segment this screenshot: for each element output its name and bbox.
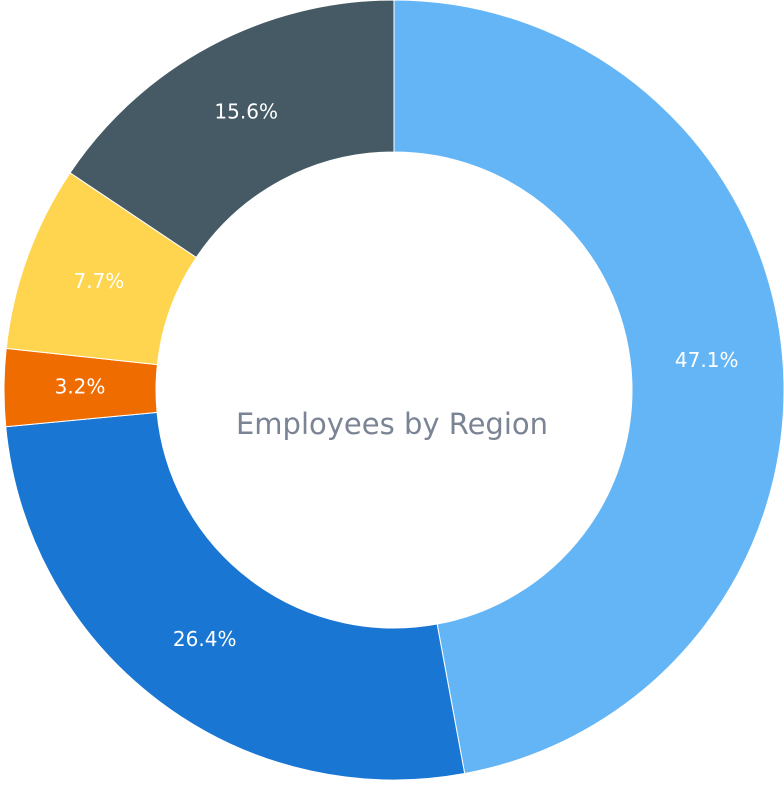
- donut-slice-labels: 47.1% 26.4% 3.2% 7.7% 15.6%: [55, 99, 739, 651]
- donut-slice-label-2: 3.2%: [55, 375, 106, 399]
- donut-slice-label-1: 26.4%: [173, 627, 237, 651]
- donut-slice-1: [5, 411, 466, 781]
- donut-slice-label-0: 47.1%: [675, 348, 739, 372]
- donut-center-label: Employees by Region: [236, 407, 548, 441]
- donut-slice-4: [69, 0, 395, 259]
- donut-slice-label-3: 7.7%: [73, 269, 124, 293]
- donut-slice-0: [393, 0, 784, 775]
- donut-slice-label-4: 15.6%: [214, 99, 278, 123]
- donut-slices: [3, 0, 784, 781]
